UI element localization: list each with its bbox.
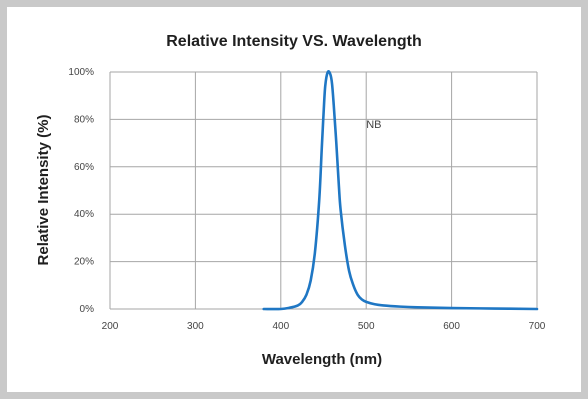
y-axis-label: Relative Intensity (%) (35, 115, 52, 266)
series-line (262, 69, 539, 311)
x-tick-label: 500 (358, 321, 375, 332)
y-tick-label: 0% (80, 304, 95, 315)
y-tick-label: 40% (74, 209, 94, 220)
y-tick-label: 80% (74, 114, 94, 125)
x-tick-label: 400 (272, 321, 289, 332)
tick-labels: 0% 20% 40% 60% 80% 100% 200 300 400 500 600 700 (68, 67, 545, 332)
x-tick-label: 200 (102, 321, 119, 332)
chart-title: Relative Intensity VS. Wavelength (166, 33, 421, 50)
x-tick-label: 600 (443, 321, 460, 332)
x-tick-label: 300 (187, 321, 204, 332)
y-tick-label: 20% (74, 257, 94, 268)
series-layer (262, 69, 539, 311)
x-axis-label: Wavelength (nm) (262, 351, 382, 368)
y-tick-label: 100% (68, 67, 94, 78)
series-annotation: NB (366, 119, 381, 131)
x-tick-label: 700 (529, 321, 546, 332)
y-tick-label: 60% (74, 162, 94, 173)
annotations: NB (366, 119, 381, 131)
